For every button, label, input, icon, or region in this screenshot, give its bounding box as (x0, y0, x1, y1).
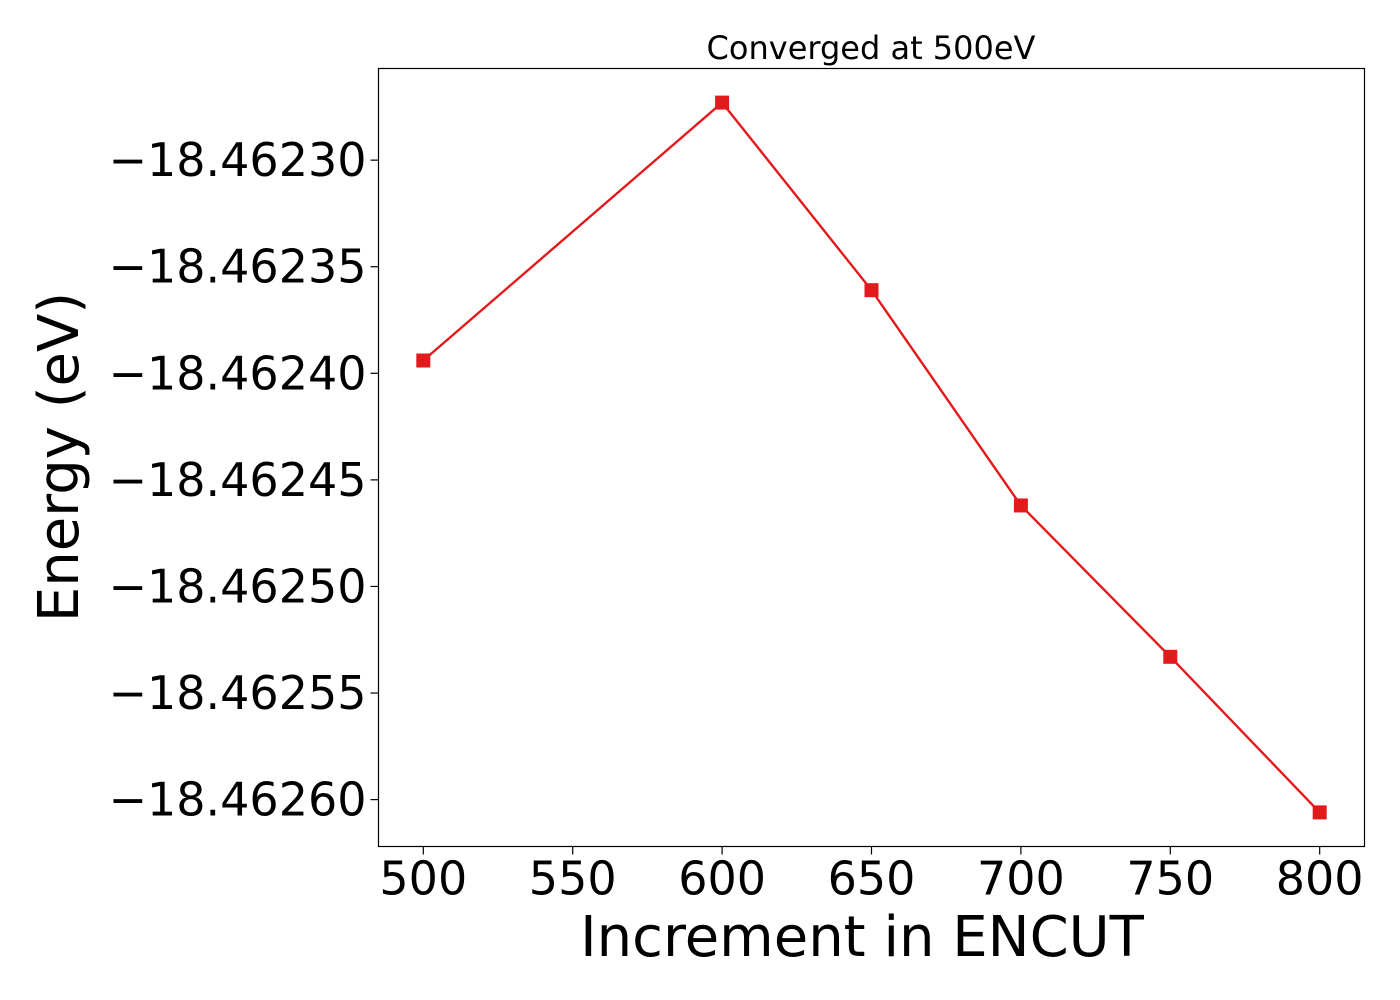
x-tick-label: 500 (379, 852, 467, 906)
x-tick-label: 700 (977, 852, 1065, 906)
data-point-marker (864, 283, 879, 298)
y-tick-label: −18.46245 (108, 453, 366, 507)
data-point-marker (1163, 649, 1178, 664)
x-tick-label: 650 (828, 852, 916, 906)
y-tick-label: −18.46255 (108, 666, 366, 720)
series-layer (416, 95, 1327, 820)
y-tick-label: −18.46240 (108, 346, 366, 400)
plot-area-frame (377, 67, 1366, 848)
series-line (422, 100, 1321, 814)
x-tick-label: 600 (678, 852, 766, 906)
x-tick-label: 550 (529, 852, 617, 906)
data-point-marker (1013, 498, 1028, 513)
data-point-marker (1312, 805, 1327, 820)
x-axis-ticks: 500 550 600 650 700 750 800 (379, 846, 1364, 906)
data-point-marker (416, 353, 431, 368)
x-axis-title: Increment in ENCUT (580, 905, 1145, 970)
chart-title: Converged at 500eV (707, 29, 1036, 67)
y-tick-label: −18.46250 (108, 559, 366, 613)
y-axis-title: Energy (eV) (27, 292, 92, 622)
y-tick-label: −18.46260 (108, 773, 366, 827)
x-tick-label: 800 (1276, 852, 1364, 906)
data-point-marker (715, 95, 730, 110)
y-axis-ticks: −18.46230 −18.46235 −18.46240 −18.46245 −18.… (108, 133, 379, 827)
x-tick-label: 750 (1126, 852, 1214, 906)
y-tick-label: −18.46230 (108, 133, 366, 187)
y-tick-label: −18.46235 (108, 240, 366, 294)
